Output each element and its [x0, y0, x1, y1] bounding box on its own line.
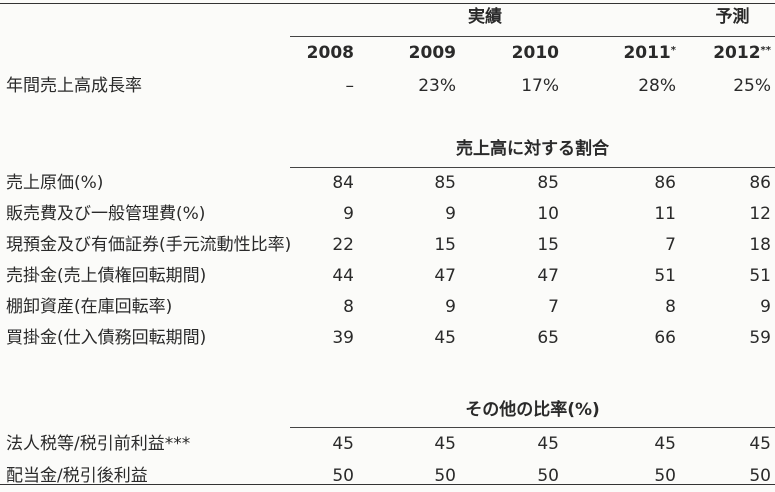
- cell-value: 51: [749, 266, 771, 286]
- cell-value: 9: [445, 297, 456, 317]
- cell-value: 45: [749, 433, 771, 454]
- year-header-2008: 2008: [306, 42, 354, 63]
- cell-value: 85: [434, 172, 456, 193]
- group-actual-header: 実績: [290, 0, 680, 37]
- cell-value: 8: [343, 297, 354, 317]
- growth-row: 年間売上高成長率 – 23% 17% 28% 25%: [0, 70, 775, 102]
- other-ratios-section-title: その他の比率(%): [290, 395, 775, 428]
- cell-value: 11: [654, 204, 676, 224]
- cell-value: 22: [332, 235, 354, 255]
- cell-value: 12: [749, 204, 771, 224]
- table-row: 買掛金(仕入債務回転期間) 39 45 65 66 59: [0, 323, 775, 354]
- table-row: 法人税等/税引前利益*** 45 45 45 45 45: [0, 427, 775, 461]
- cell-value: 7: [665, 235, 676, 255]
- growth-value-2010: 17%: [521, 75, 559, 96]
- cell-value: 9: [343, 204, 354, 224]
- cell-value: 65: [537, 328, 559, 348]
- cell-value: 47: [537, 266, 559, 286]
- table-row: 配当金/税引後利益 50 50 50 50 50: [0, 461, 775, 492]
- row-label: 配当金/税引後利益: [6, 466, 148, 486]
- cell-value: 50: [654, 466, 676, 486]
- cell-value: 50: [537, 466, 559, 486]
- sales-ratio-section-title: 売上高に対する割合: [290, 133, 775, 168]
- year-header-2010: 2010: [511, 42, 559, 63]
- row-label: 現預金及び有価証券(手元流動性比率): [6, 235, 292, 255]
- table-row: 現預金及び有価証券(手元流動性比率) 22 15 15 7 18: [0, 230, 775, 261]
- growth-label: 年間売上高成長率: [6, 75, 142, 96]
- cell-value: 50: [332, 466, 354, 486]
- cell-value: 84: [332, 172, 354, 193]
- year-header-row: 2008 2009 2010 2011* 2012**: [0, 36, 775, 70]
- cell-value: 15: [434, 235, 456, 255]
- table-row: 販売費及び一般管理費(%) 9 9 10 11 12: [0, 199, 775, 230]
- growth-value-2012: 25%: [733, 75, 771, 96]
- growth-value-2011: 28%: [638, 75, 676, 96]
- other-ratios-section-header: その他の比率(%): [0, 395, 775, 428]
- cell-value: 47: [434, 266, 456, 286]
- cell-value: 86: [749, 172, 771, 193]
- bottom-rule: [0, 484, 775, 485]
- cell-value: 45: [434, 433, 456, 454]
- cell-value: 9: [760, 297, 771, 317]
- cell-value: 51: [654, 266, 676, 286]
- group-forecast-header: 予測: [680, 0, 775, 37]
- year-header-2012: 2012**: [713, 42, 771, 63]
- row-label: 買掛金(仕入債務回転期間): [6, 328, 207, 348]
- row-label: 売上原価(%): [6, 172, 104, 193]
- cell-value: 85: [537, 172, 559, 193]
- cell-value: 50: [434, 466, 456, 486]
- cell-value: 45: [654, 433, 676, 454]
- row-label: 棚卸資産(在庫回転率): [6, 297, 173, 317]
- cell-value: 59: [749, 328, 771, 348]
- sales-ratio-section-header: 売上高に対する割合: [0, 133, 775, 168]
- cell-value: 50: [749, 466, 771, 486]
- table-row: 売掛金(売上債権回転期間) 44 47 47 51 51: [0, 261, 775, 292]
- growth-value-2009: 23%: [418, 75, 456, 96]
- table-row: 棚卸資産(在庫回転率) 8 9 7 8 9: [0, 292, 775, 323]
- year-header-2009: 2009: [408, 42, 456, 63]
- cell-value: 18: [749, 235, 771, 255]
- cell-value: 9: [445, 204, 456, 224]
- cell-value: 39: [332, 328, 354, 348]
- cell-value: 15: [537, 235, 559, 255]
- cell-value: 44: [332, 266, 354, 286]
- growth-value-2008: –: [345, 75, 355, 96]
- cell-value: 86: [654, 172, 676, 193]
- row-label: 売掛金(売上債権回転期間): [6, 266, 207, 286]
- cell-value: 45: [434, 328, 456, 348]
- group-header-row: 実績 予測: [0, 0, 775, 37]
- table-row: 売上原価(%) 84 85 85 86 86: [0, 167, 775, 199]
- row-label: 販売費及び一般管理費(%): [6, 204, 206, 224]
- cell-value: 66: [654, 328, 676, 348]
- year-header-2011: 2011*: [623, 42, 676, 63]
- cell-value: 7: [548, 297, 559, 317]
- cell-value: 45: [537, 433, 559, 454]
- row-label: 法人税等/税引前利益***: [6, 433, 191, 454]
- cell-value: 45: [332, 433, 354, 454]
- cell-value: 10: [537, 204, 559, 224]
- cell-value: 8: [665, 297, 676, 317]
